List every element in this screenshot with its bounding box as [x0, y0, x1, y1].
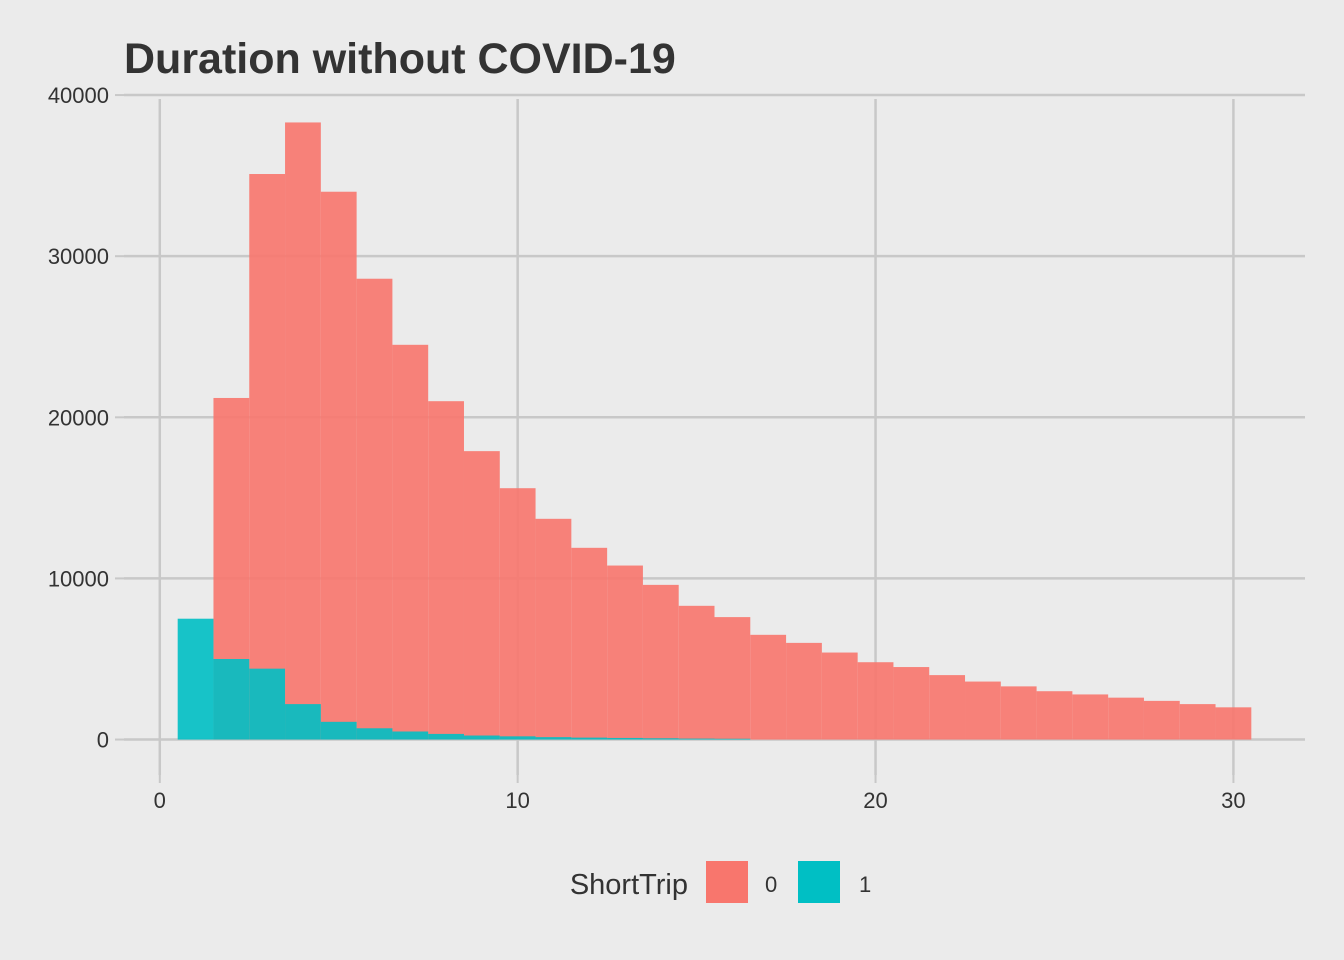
legend-swatch-series-1	[798, 861, 840, 903]
bar-series-1-bin-9	[463, 735, 500, 740]
bar-series-1-bin-8	[428, 733, 464, 740]
legend-swatch-series-0	[706, 861, 748, 903]
x-tick-label: 30	[1221, 788, 1245, 813]
y-tick-label: 0	[97, 728, 109, 753]
bar-series-1-bin-5	[320, 721, 357, 740]
bar-series-1-bin-7	[392, 731, 429, 740]
legend-label-series-1: 1	[859, 872, 871, 897]
bar-series-0-bin-13	[607, 565, 643, 740]
bar-series-0-bin-7	[392, 344, 429, 740]
x-tick-label: 10	[505, 788, 529, 813]
bar-series-0-bin-10	[499, 488, 536, 740]
bar-series-1-bin-12	[571, 737, 608, 740]
bar-series-0-bin-29	[1179, 704, 1216, 740]
bar-series-1-bin-2	[213, 658, 250, 740]
bar-series-1-bin-13	[607, 737, 643, 740]
bar-series-0-bin-9	[463, 451, 500, 740]
bar-series-1-bin-11	[535, 737, 572, 740]
x-tick-label: 20	[863, 788, 887, 813]
bar-series-0-bin-21	[893, 667, 930, 740]
bar-series-0-bin-4	[285, 122, 321, 740]
bar-series-1-bin-1	[177, 618, 214, 740]
bar-series-0-bin-3	[249, 174, 286, 740]
bar-series-1-bin-6	[356, 728, 393, 740]
y-tick-label: 40000	[48, 83, 109, 108]
bar-series-0-bin-12	[571, 547, 608, 740]
legend-title: ShortTrip	[570, 869, 688, 901]
bar-series-0-bin-5	[320, 191, 357, 740]
bar-series-1-bin-15	[678, 738, 715, 740]
bar-series-0-bin-16	[714, 617, 751, 740]
x-tick-label: 0	[154, 788, 166, 813]
bar-series-0-bin-19	[821, 652, 858, 740]
y-tick-label: 20000	[48, 405, 109, 430]
bar-series-0-bin-14	[642, 584, 679, 740]
y-tick-label: 30000	[48, 244, 109, 269]
bar-series-0-bin-25	[1036, 691, 1073, 740]
chart-title: Duration without COVID-19	[124, 35, 676, 83]
bar-series-0-bin-17	[750, 634, 787, 740]
bars	[177, 122, 1252, 740]
bar-series-0-bin-23	[965, 681, 1001, 740]
bar-series-0-bin-22	[929, 675, 966, 740]
legend-label-series-0: 0	[765, 872, 777, 897]
bar-series-1-bin-4	[285, 704, 321, 740]
bar-series-0-bin-24	[1000, 686, 1037, 740]
y-tick-label: 10000	[48, 566, 109, 591]
bar-series-0-bin-18	[786, 642, 822, 740]
bar-series-1-bin-3	[249, 668, 286, 740]
bar-series-0-bin-30	[1215, 707, 1252, 740]
bar-series-0-bin-26	[1072, 694, 1109, 740]
bar-series-1-bin-16	[714, 738, 751, 740]
bar-series-0-bin-11	[535, 518, 572, 740]
legend: ShortTrip 0 1	[570, 861, 871, 903]
bar-series-0-bin-8	[428, 401, 464, 740]
axes: 0 10000 20000 30000 40000 0 10 20 30	[48, 83, 1246, 813]
bar-series-0-bin-20	[857, 662, 894, 740]
bar-series-0-bin-15	[678, 605, 715, 740]
bar-series-0-bin-27	[1108, 697, 1144, 740]
bar-series-0-bin-6	[356, 278, 393, 740]
bar-series-1-bin-14	[642, 738, 679, 740]
bar-series-1-bin-10	[499, 736, 536, 740]
bar-series-0-bin-28	[1143, 700, 1180, 740]
